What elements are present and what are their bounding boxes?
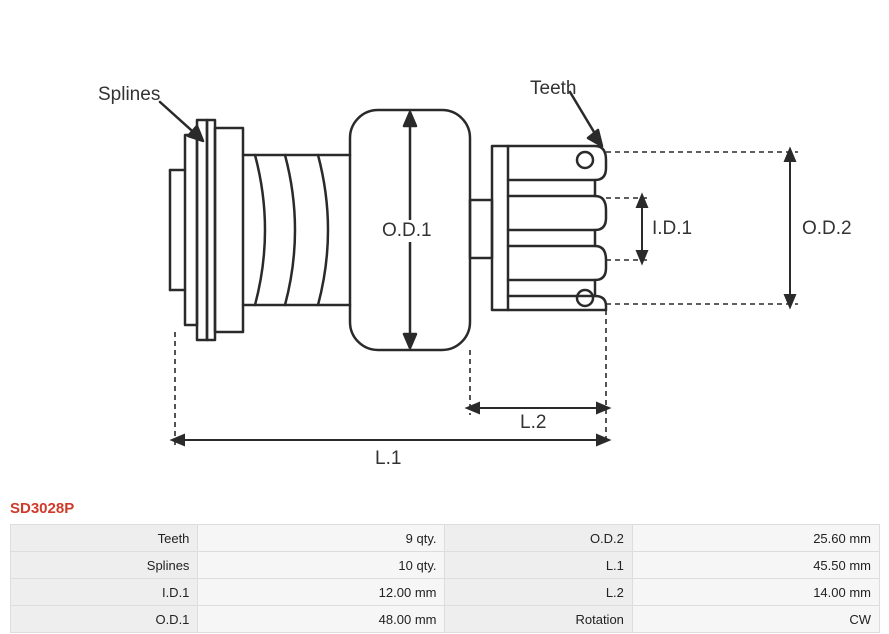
spec-key: O.D.2 <box>445 525 632 552</box>
spec-key: O.D.1 <box>11 606 198 633</box>
part-code: SD3028P <box>10 500 74 517</box>
spec-value: 48.00 mm <box>198 606 445 633</box>
diagram-container: Splines Teeth O.D.1 I.D.1 O.D.2 L.2 L.1 <box>40 20 850 480</box>
spec-value: 45.50 mm <box>632 552 879 579</box>
specs-table: Teeth 9 qty. O.D.2 25.60 mm Splines 10 q… <box>10 524 880 633</box>
spec-value: CW <box>632 606 879 633</box>
spec-key: L.1 <box>445 552 632 579</box>
label-od1: O.D.1 <box>380 220 434 242</box>
spec-key: L.2 <box>445 579 632 606</box>
label-id1: I.D.1 <box>652 218 692 240</box>
spec-key: Rotation <box>445 606 632 633</box>
table-row: I.D.1 12.00 mm L.2 14.00 mm <box>11 579 880 606</box>
spec-value: 12.00 mm <box>198 579 445 606</box>
table-row: Splines 10 qty. L.1 45.50 mm <box>11 552 880 579</box>
label-l1: L.1 <box>375 448 401 470</box>
spec-value: 9 qty. <box>198 525 445 552</box>
table-row: O.D.1 48.00 mm Rotation CW <box>11 606 880 633</box>
table-row: Teeth 9 qty. O.D.2 25.60 mm <box>11 525 880 552</box>
drive-gear-diagram <box>40 20 850 480</box>
label-splines: Splines <box>98 84 160 106</box>
spec-key: I.D.1 <box>11 579 198 606</box>
spec-key: Teeth <box>11 525 198 552</box>
label-od2: O.D.2 <box>802 218 852 240</box>
label-l2: L.2 <box>520 412 546 434</box>
spec-value: 10 qty. <box>198 552 445 579</box>
spec-key: Splines <box>11 552 198 579</box>
label-teeth: Teeth <box>530 78 576 100</box>
spec-value: 25.60 mm <box>632 525 879 552</box>
spec-value: 14.00 mm <box>632 579 879 606</box>
